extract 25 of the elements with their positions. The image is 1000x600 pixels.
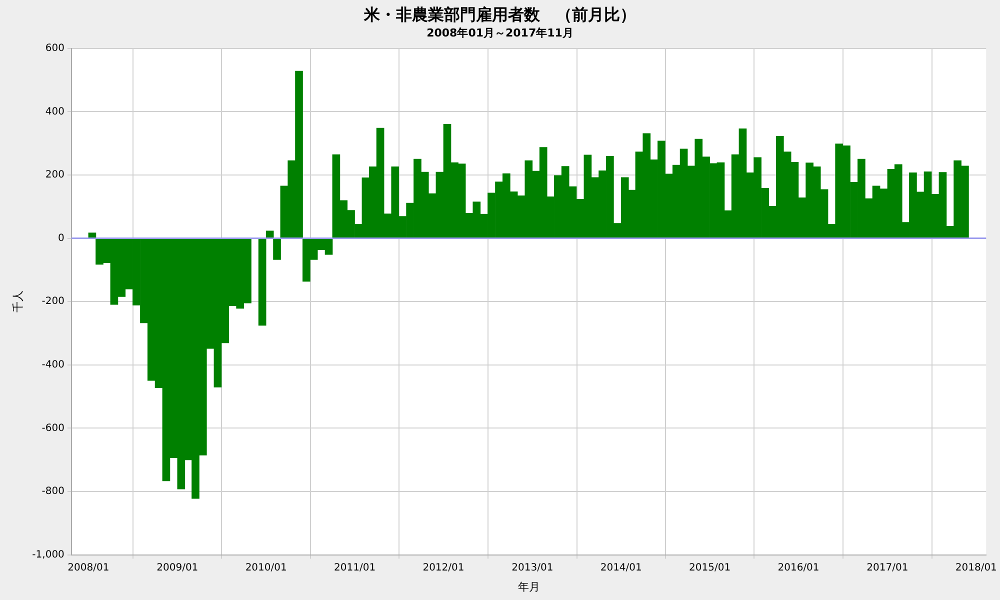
x-tick-label: 2017/01 xyxy=(866,562,908,574)
x-tick-label: 2010/01 xyxy=(245,562,287,574)
y-tick-label: 600 xyxy=(45,42,64,54)
x-tick-label: 2014/01 xyxy=(600,562,642,574)
y-tick-label: -600 xyxy=(42,422,64,434)
y-tick-label: 0 xyxy=(58,232,64,244)
x-tick-label: 2016/01 xyxy=(778,562,820,574)
y-tick-label: 400 xyxy=(45,106,64,118)
x-tick-label: 2009/01 xyxy=(156,562,198,574)
bar xyxy=(258,238,266,326)
y-tick-label: -800 xyxy=(42,486,64,498)
x-tick-label: 2008/01 xyxy=(68,562,110,574)
x-tick-label: 2011/01 xyxy=(334,562,376,574)
y-axis-title: 千人 xyxy=(11,290,24,313)
x-tick-label: 2015/01 xyxy=(689,562,731,574)
chart-subtitle: 2008年01月～2017年11月 xyxy=(426,26,574,40)
x-axis-title: 年月 xyxy=(518,580,540,594)
x-tick-label: 2012/01 xyxy=(422,562,464,574)
chart-title: 米・非農業部門雇用者数 （前月比） xyxy=(363,4,636,24)
y-tick-label: 200 xyxy=(45,170,64,181)
y-tick-label: -400 xyxy=(42,359,64,370)
x-tick-label: 2018/01 xyxy=(955,562,997,574)
x-tick-label: 2013/01 xyxy=(512,562,554,574)
y-tick-label: -200 xyxy=(42,296,64,308)
y-tick-label: -1,000 xyxy=(32,549,64,560)
